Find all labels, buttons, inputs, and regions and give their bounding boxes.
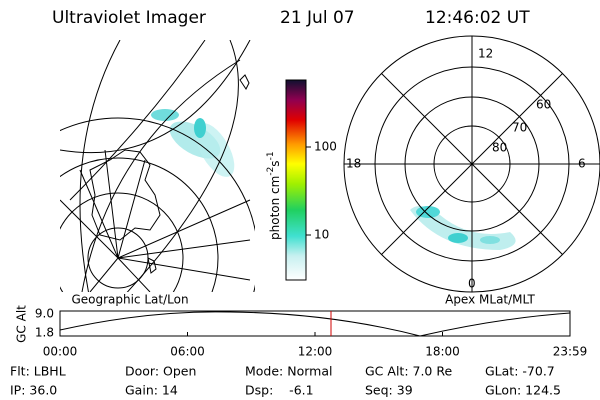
status-field: GLat: -70.7 — [485, 364, 555, 379]
status-field: Door: Open — [125, 364, 196, 379]
title: Ultraviolet Imager — [52, 8, 206, 28]
lat-label: 60 — [536, 98, 551, 112]
colorbar-tick-label: 100 — [314, 140, 337, 154]
status-field: GLon: 124.5 — [485, 383, 561, 398]
colorbar-unit: photon cm — [268, 176, 282, 240]
status-field: IP: 36.0 — [10, 383, 57, 398]
altitude-ylabel: GC Alt — [15, 305, 29, 343]
footer: Flt: LBHL Door: Open Mode: Normal GC Alt: 7… — [10, 364, 561, 398]
status-field: Flt: LBHL — [10, 364, 66, 379]
status-field: Seq: 39 — [365, 383, 413, 398]
left-panel-label: Geographic Lat/Lon — [71, 293, 188, 307]
altitude-ytick: 1.8 — [35, 326, 54, 340]
x-tick-label: 18:00 — [425, 345, 460, 359]
mlt-label: 12 — [478, 47, 493, 61]
time: 12:46:02 UT — [425, 8, 530, 28]
x-tick-label: 23:59 — [553, 345, 588, 359]
status-field: Mode: Normal — [245, 364, 332, 379]
altitude-curve — [59, 311, 571, 337]
status-field: Gain: 14 — [125, 383, 178, 398]
colorbar — [285, 79, 307, 281]
x-tick-label: 12:00 — [298, 345, 333, 359]
mlt-label: 0 — [468, 277, 476, 291]
mlt-label: 18 — [346, 157, 361, 171]
altitude-ytick: 9.0 — [35, 307, 54, 321]
x-tick-label: 00:00 — [43, 345, 78, 359]
colorbar-unit: s — [268, 160, 282, 166]
status-field: Dsp: -6.1 — [245, 383, 314, 398]
geo-map — [60, 40, 255, 292]
colorbar-tick-label: 10 — [314, 228, 329, 242]
lat-label: 70 — [512, 121, 527, 135]
date: 21 Jul 07 — [280, 8, 355, 28]
status-field: GC Alt: 7.0 Re — [365, 364, 452, 379]
mlt-label: 6 — [578, 157, 586, 171]
colorbar-exp: -1 — [266, 151, 276, 160]
lat-label: 80 — [492, 141, 507, 155]
altitude-xticks: 00:00 06:00 12:00 18:00 23:59 — [43, 332, 588, 359]
colorbar-exp: -2 — [266, 167, 276, 176]
right-panel-label: Apex MLat/MLT — [445, 293, 535, 307]
polar-plot — [343, 35, 600, 293]
x-tick-label: 06:00 — [170, 345, 205, 359]
colorbar-label: photon cm-2s-1 — [266, 151, 282, 240]
